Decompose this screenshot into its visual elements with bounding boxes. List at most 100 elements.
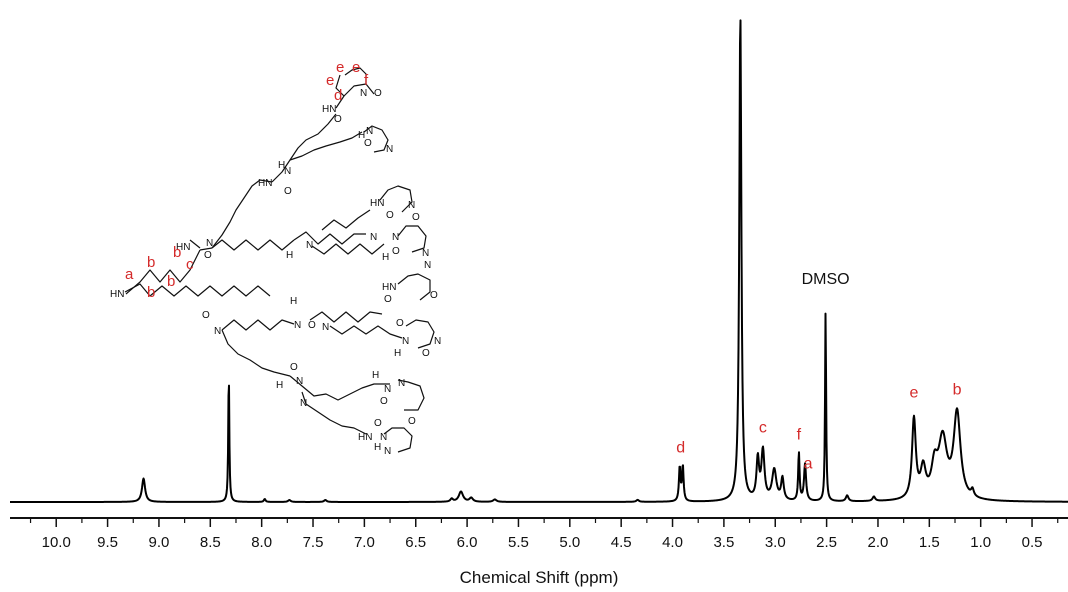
- atom-label: O: [392, 246, 400, 257]
- x-tick-label: 9.0: [149, 534, 170, 551]
- proton-label-d: d: [334, 87, 342, 104]
- x-tick-label: 1.0: [970, 534, 991, 551]
- atom-label: N: [370, 232, 377, 243]
- atom-label: HN: [110, 289, 124, 300]
- atom-label: HN: [370, 198, 384, 209]
- atom-label: O: [290, 362, 298, 373]
- x-tick-label: 5.5: [508, 534, 529, 551]
- atom-label: O: [412, 212, 420, 223]
- proton-label-b: b: [147, 284, 155, 301]
- x-tick-label: 8.5: [200, 534, 221, 551]
- x-tick-label: 7.0: [354, 534, 375, 551]
- atom-label: H: [276, 380, 283, 391]
- peak-label-f: f: [797, 426, 802, 443]
- proton-label-e: e: [336, 59, 344, 76]
- atom-label: H: [358, 130, 365, 141]
- atom-label: HN: [382, 282, 396, 293]
- atom-label: HN: [358, 432, 372, 443]
- atom-label: N: [424, 260, 431, 271]
- x-tick-label: 4.0: [662, 534, 683, 551]
- atom-label: N: [380, 432, 387, 443]
- x-tick-label: 6.5: [405, 534, 426, 551]
- proton-label-e: e: [326, 72, 334, 89]
- x-tick-label: 3.5: [713, 534, 734, 551]
- atom-label: N: [366, 126, 373, 137]
- structure-proton-labels: a b b b b c d e e e f: [125, 59, 369, 301]
- atom-label: O: [364, 138, 372, 149]
- spectrum-layer: [9, 19, 1068, 503]
- atom-label: N: [384, 446, 391, 457]
- atom-label: HN: [322, 104, 336, 115]
- peak-label-d: d: [676, 439, 685, 456]
- proton-label-c: c: [186, 256, 194, 273]
- proton-label-b: b: [173, 244, 181, 261]
- x-tick-label: 2.5: [816, 534, 837, 551]
- x-tick-label: 4.5: [611, 534, 632, 551]
- atom-label: N: [306, 240, 313, 251]
- dendrimer-structure-drawing: HN HN O N N H H O N HN O N N O H HN O N …: [110, 59, 441, 457]
- x-tick-label: 2.0: [868, 534, 889, 551]
- atom-label: O: [386, 210, 394, 221]
- atom-label: N: [392, 232, 399, 243]
- x-tick-label: 3.0: [765, 534, 786, 551]
- proton-label-b: b: [147, 254, 155, 271]
- proton-label-b: b: [167, 273, 175, 290]
- x-tick-label: 8.0: [251, 534, 272, 551]
- atom-label: H: [394, 348, 401, 359]
- atom-label: N: [206, 238, 213, 249]
- x-tick-label: 5.0: [559, 534, 580, 551]
- x-tick-label: 9.5: [97, 534, 118, 551]
- x-tick-label: 10.0: [42, 534, 71, 551]
- atom-label: N: [300, 398, 307, 409]
- atom-label: H: [290, 296, 297, 307]
- atom-label: O: [374, 418, 382, 429]
- atom-label: N: [422, 248, 429, 259]
- atom-label: O: [396, 318, 404, 329]
- atom-label: O: [408, 416, 416, 427]
- atom-label: N: [322, 322, 329, 333]
- atom-label: HN: [176, 242, 190, 253]
- structure-atom-labels: HN HN O N N H H O N HN O N N O H HN O N …: [110, 88, 441, 457]
- peak-label-c: c: [759, 419, 767, 436]
- atom-label: N: [296, 376, 303, 387]
- atom-label: O: [384, 294, 392, 305]
- atom-label: O: [380, 396, 388, 407]
- atom-label: O: [284, 186, 292, 197]
- peak-annotations: DMSO d c fa e b: [676, 271, 961, 473]
- peak-label-e: e: [909, 385, 918, 402]
- atom-label: N: [398, 378, 405, 389]
- x-tick-label: 7.5: [303, 534, 324, 551]
- atom-label: O: [204, 250, 212, 261]
- atom-label: N: [434, 336, 441, 347]
- atom-label: H: [278, 160, 285, 171]
- structure-bonds: [124, 67, 435, 453]
- atom-label: O: [202, 310, 210, 321]
- proton-label-f: f: [364, 72, 369, 89]
- atom-label: H: [372, 370, 379, 381]
- peak-label-b: b: [953, 381, 962, 398]
- x-axis: 10.0 9.5 9.0 8.5 8.0 7.5 7.0 6.5 6.0 5.5 5.0 4.5 4.0…: [10, 517, 1068, 551]
- atom-label: N: [384, 384, 391, 395]
- atom-label: O: [422, 348, 430, 359]
- peak-label-a: a: [804, 456, 813, 473]
- spectrum-line: [9, 19, 1068, 503]
- x-tick-label: 1.5: [919, 534, 940, 551]
- x-axis-title: Chemical Shift (ppm): [460, 568, 619, 587]
- atom-label: N: [284, 166, 291, 177]
- proton-label-e: e: [352, 59, 360, 76]
- x-tick-label: 6.0: [457, 534, 478, 551]
- proton-label-a: a: [125, 266, 134, 283]
- atom-label: H: [382, 252, 389, 263]
- atom-label: H: [286, 250, 293, 261]
- atom-label: N: [402, 336, 409, 347]
- atom-label: O: [374, 88, 382, 99]
- atom-label: N: [294, 320, 301, 331]
- atom-label: N: [386, 144, 393, 155]
- dmso-solvent-label: DMSO: [802, 271, 850, 288]
- atom-label: HN: [258, 178, 272, 189]
- atom-label: O: [334, 114, 342, 125]
- atom-label: N: [360, 88, 367, 99]
- atom-label: O: [308, 320, 316, 331]
- atom-label: N: [214, 326, 221, 337]
